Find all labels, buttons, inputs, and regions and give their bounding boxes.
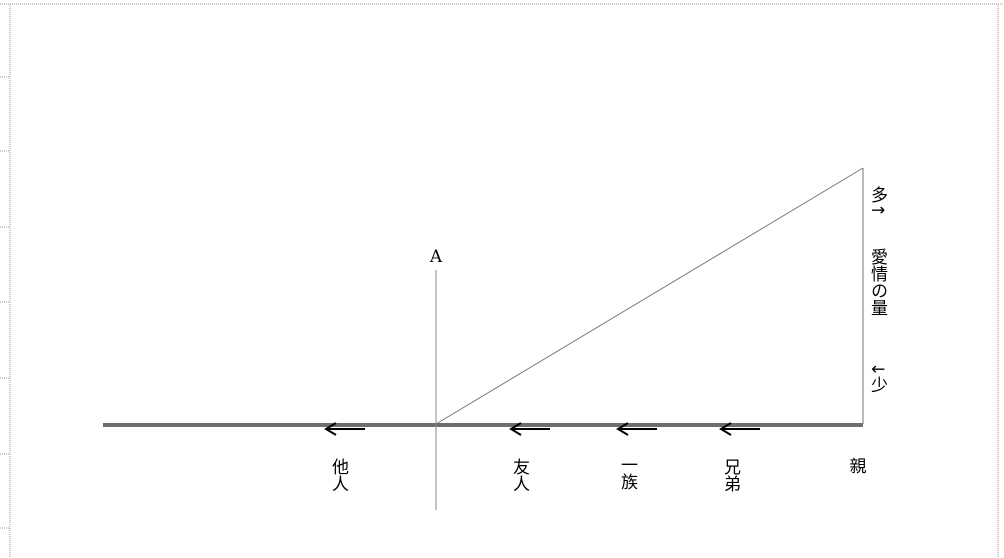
left-arrow: [324, 422, 365, 436]
label-yujin: 友人: [509, 458, 530, 492]
axis-label-a: A: [429, 247, 443, 267]
scale-top-label: 多↑: [867, 186, 887, 217]
scale-bottom-label: ↓少: [867, 362, 888, 393]
page-frame: [0, 3, 1004, 558]
scale-middle-label: 愛情の量: [867, 248, 888, 316]
label-oya: 親: [850, 457, 867, 477]
label-ichizoku: 一族: [617, 456, 638, 490]
left-arrow: [616, 422, 657, 436]
left-arrow: [719, 422, 760, 436]
affection-diagonal: [435, 167, 864, 425]
label-kyodai: 兄弟: [720, 458, 741, 492]
left-arrow: [509, 422, 550, 436]
label-tanin: 他人: [328, 458, 349, 492]
